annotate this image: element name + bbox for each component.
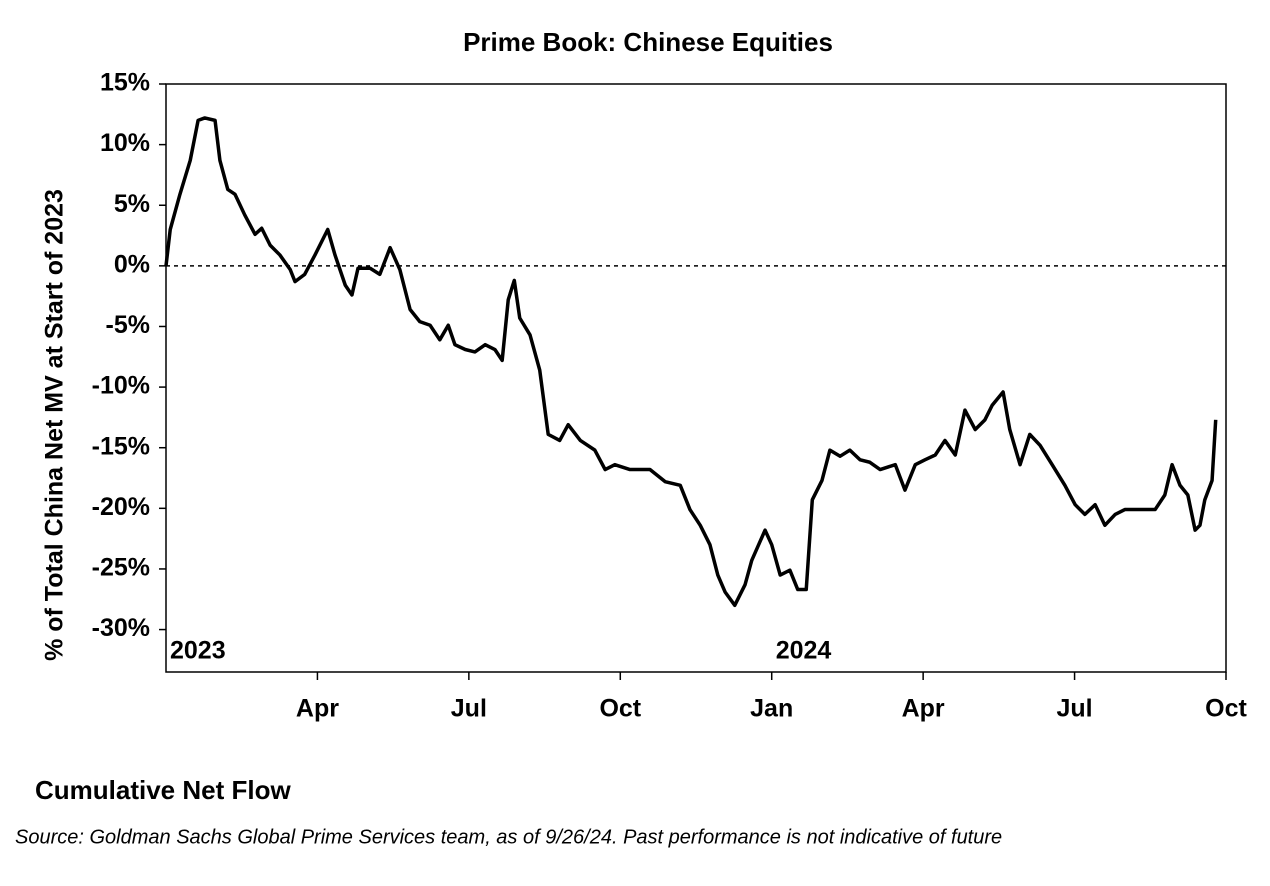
chart-title: Prime Book: Chinese Equities xyxy=(463,27,833,57)
legend-label: Cumulative Net Flow xyxy=(35,775,291,805)
year-label: 2024 xyxy=(776,637,832,665)
y-tick-label: 0% xyxy=(114,250,150,278)
y-tick-label: 10% xyxy=(100,129,150,157)
y-tick-label: 5% xyxy=(114,190,150,218)
y-tick-label: -20% xyxy=(92,493,150,521)
source-note: Source: Goldman Sachs Global Prime Servi… xyxy=(15,826,1002,848)
y-tick-label: -15% xyxy=(92,432,150,460)
y-axis-label: % of Total China Net MV at Start of 2023 xyxy=(41,189,69,661)
y-tick-label: -25% xyxy=(92,554,150,582)
y-tick-label: -10% xyxy=(92,372,150,400)
x-tick-label: Jan xyxy=(750,695,793,723)
plot-frame xyxy=(165,83,1227,673)
x-tick-label: Jul xyxy=(1057,695,1093,723)
y-tick-label: -5% xyxy=(106,311,150,339)
x-tick-label: Jul xyxy=(451,695,487,723)
y-tick-label: 15% xyxy=(100,69,150,97)
data-line xyxy=(164,116,1218,608)
x-tick-label: Oct xyxy=(599,695,641,723)
x-tick-label: Apr xyxy=(902,695,945,723)
year-label: 2023 xyxy=(170,637,226,665)
y-tick-label: -30% xyxy=(92,614,150,642)
x-tick-label: Oct xyxy=(1205,695,1247,723)
x-tick-label: Apr xyxy=(296,695,339,723)
